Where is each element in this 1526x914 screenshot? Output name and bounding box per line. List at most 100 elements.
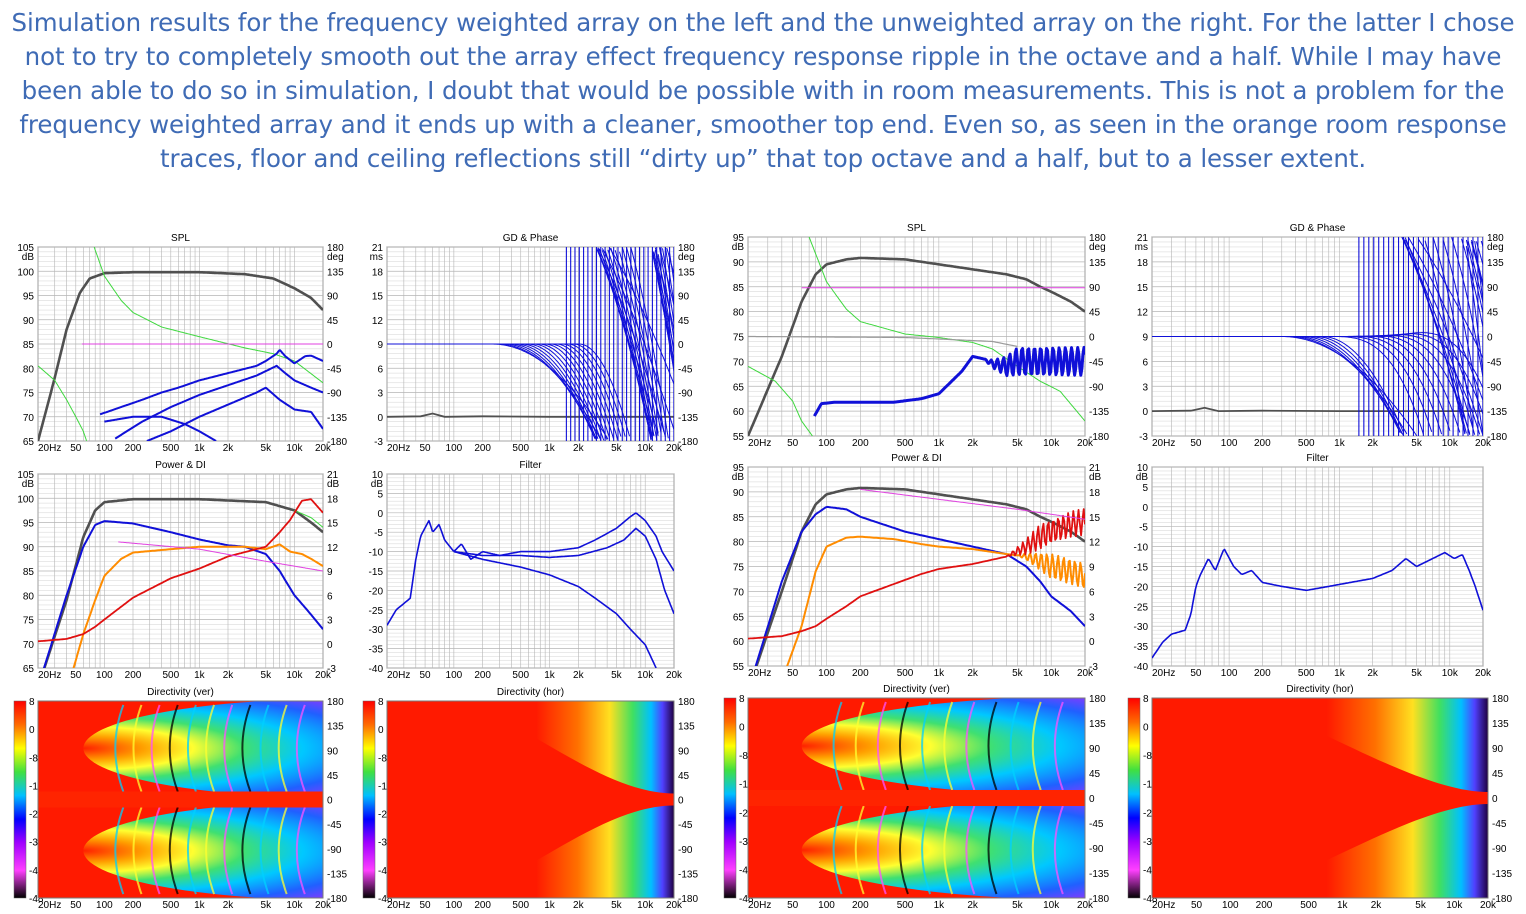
x-tick-label: 500	[1300, 900, 1317, 911]
y2-tick-label: 45	[327, 771, 339, 782]
y-tick-label: 60	[733, 407, 745, 418]
heatmap-body	[387, 701, 674, 898]
y2-tick-label: 180	[1492, 694, 1509, 705]
y2-tick-label: -45	[1487, 357, 1502, 368]
colorbar-label: -48	[29, 894, 44, 905]
x-tick-label: 200	[1254, 438, 1271, 449]
x-tick-label: 1k	[1337, 900, 1349, 911]
colorbar-label: -16	[29, 781, 44, 792]
y-tick-label: 65	[733, 382, 745, 393]
y-tick-label: 10	[372, 470, 384, 481]
x-tick-label: 100	[96, 443, 113, 454]
y2-tick-label: 135	[678, 722, 695, 733]
x-tick-label: 10k	[1043, 900, 1060, 911]
y2-tick-label: 0	[327, 640, 333, 651]
heatmap-ripple	[114, 704, 125, 792]
y2-tick-label: -90	[327, 389, 342, 400]
y2-tick-label: 0	[678, 796, 684, 807]
y-tick-label: -3	[374, 437, 383, 448]
colorbar-label: 0	[1143, 723, 1149, 734]
series-line-green	[748, 365, 813, 436]
x-tick-label: 1k	[544, 670, 556, 681]
y2-tick-label: -90	[1089, 844, 1104, 855]
y2-tick-label: 18	[327, 494, 339, 505]
y-tick-label: 3	[1142, 382, 1148, 393]
series-line-response	[754, 505, 1085, 666]
y2-tick-label: -180	[678, 437, 698, 448]
y2-tick-label: 45	[678, 316, 690, 327]
x-tick-label: 1k	[934, 900, 946, 911]
series-line-response	[99, 349, 323, 416]
heatmap-ripple	[965, 805, 976, 895]
x-tick-label: 20k	[315, 443, 332, 454]
y2-tick-label: 180	[1487, 233, 1504, 244]
y2-tick-label: 9	[327, 567, 333, 578]
phase-line	[387, 247, 674, 439]
heatmap-ripple	[259, 807, 270, 895]
series-line-response	[453, 527, 674, 614]
y-tick-label: 21	[372, 243, 384, 254]
y-tick-label: -10	[369, 548, 384, 559]
heatmap-ripple	[132, 704, 143, 792]
x-tick-label: 2k	[223, 443, 235, 454]
heatmap-ripple	[921, 701, 932, 791]
y-tick-label: 90	[23, 543, 35, 554]
x-tick-label: 2k	[967, 668, 979, 679]
x-tick-label: 100	[1222, 900, 1239, 911]
y-tick-label: 10	[1137, 463, 1149, 474]
y-tick-label: 80	[23, 364, 35, 375]
y2-tick-label: 18	[1089, 488, 1101, 499]
chart-title: SPL	[907, 223, 926, 234]
y2-tick-label: -45	[327, 364, 342, 375]
series-line-orange	[786, 535, 1085, 666]
colorbar-label: -16	[1143, 780, 1158, 791]
colorbar-label: -8	[378, 753, 387, 764]
series-group	[38, 497, 323, 668]
x-tick-label: 10k	[1043, 438, 1060, 449]
x-tick-label: 200	[474, 900, 491, 911]
x-tick-label: 20k	[1480, 900, 1497, 911]
y-tick-label: 6	[377, 364, 383, 375]
x-tick-label: 20k	[666, 900, 683, 911]
y-tick-label: -35	[1134, 642, 1149, 653]
heatmap-ripple	[1053, 805, 1064, 895]
y2-tick-label: 0	[1487, 333, 1493, 344]
y-tick-label: -40	[1134, 662, 1149, 673]
y2-tick-label: 21	[327, 470, 339, 481]
x-tick-label: 20k	[1077, 668, 1094, 679]
group-delay-line	[387, 412, 674, 418]
x-tick-label: 500	[512, 443, 529, 454]
series-line-red	[748, 508, 1085, 640]
y-tick-label: 12	[372, 316, 384, 327]
y-unit-label: ms	[1135, 242, 1148, 253]
x-tick-label: 5k	[611, 900, 623, 911]
y2-tick-label: 180	[678, 243, 695, 254]
y-tick-label: 18	[1137, 258, 1149, 269]
x-tick-label: 1k	[194, 670, 206, 681]
x-tick-label: 5k	[611, 670, 623, 681]
heatmap-ripple	[898, 701, 909, 791]
chart-title: Directivity (hor)	[1286, 684, 1353, 695]
x-tick-label: 500	[162, 670, 179, 681]
x-tick-label: 2k	[1367, 438, 1379, 449]
y2-tick-label: 135	[1492, 719, 1509, 730]
y-tick-label: 9	[1142, 333, 1148, 344]
chart-L-gd: GD & Phase 21 18 15 12 9 6 3 0 -3 180 135 90 45 0 -45 -9…	[357, 232, 704, 454]
x-tick-label: 10k	[637, 670, 654, 681]
chart-L-dir-ver: Directivity (ver) 8 0 -8 -16 -24 -32 -40 -48 180 1…	[8, 686, 353, 911]
x-tick-label: 20k	[1475, 438, 1492, 449]
y-tick-label: 65	[23, 437, 35, 448]
y-tick-label: 85	[23, 340, 35, 351]
x-tick-label: 20Hz	[748, 668, 771, 679]
y2-tick-label: -90	[327, 845, 342, 856]
chart-title: GD & Phase	[1290, 223, 1346, 234]
series-line-response	[1152, 548, 1483, 659]
y2-unit-label: deg	[327, 252, 344, 263]
series-group	[1152, 548, 1483, 659]
y2-tick-label: 3	[1089, 612, 1095, 623]
colorbar	[723, 697, 737, 899]
y2-tick-label: -180	[1089, 894, 1109, 905]
y2-tick-label: 135	[1089, 719, 1106, 730]
heatmap-ripple	[987, 805, 998, 895]
